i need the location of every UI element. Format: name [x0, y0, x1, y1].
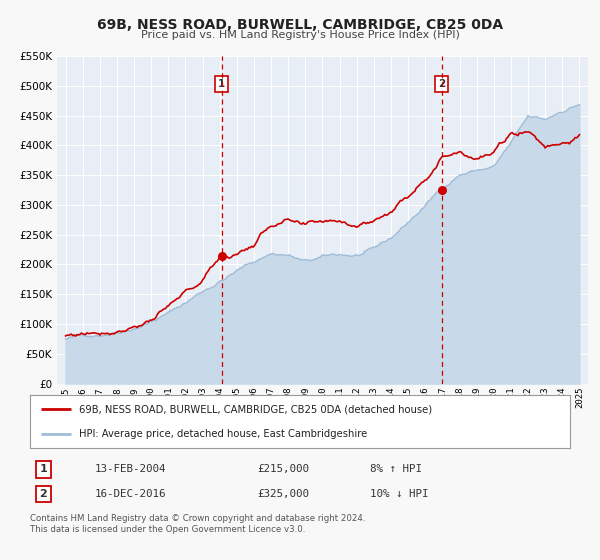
Text: 2: 2	[438, 79, 445, 89]
Text: Contains HM Land Registry data © Crown copyright and database right 2024.: Contains HM Land Registry data © Crown c…	[30, 514, 365, 523]
Text: This data is licensed under the Open Government Licence v3.0.: This data is licensed under the Open Gov…	[30, 525, 305, 534]
Text: 10% ↓ HPI: 10% ↓ HPI	[370, 489, 428, 499]
Text: 1: 1	[218, 79, 226, 89]
Text: 16-DEC-2016: 16-DEC-2016	[95, 489, 166, 499]
Text: HPI: Average price, detached house, East Cambridgeshire: HPI: Average price, detached house, East…	[79, 428, 367, 438]
Text: 69B, NESS ROAD, BURWELL, CAMBRIDGE, CB25 0DA: 69B, NESS ROAD, BURWELL, CAMBRIDGE, CB25…	[97, 18, 503, 32]
Text: £215,000: £215,000	[257, 464, 309, 474]
Text: 8% ↑ HPI: 8% ↑ HPI	[370, 464, 422, 474]
Text: 2: 2	[40, 489, 47, 499]
Text: 1: 1	[40, 464, 47, 474]
Text: Price paid vs. HM Land Registry's House Price Index (HPI): Price paid vs. HM Land Registry's House …	[140, 30, 460, 40]
Text: £325,000: £325,000	[257, 489, 309, 499]
Text: 13-FEB-2004: 13-FEB-2004	[95, 464, 166, 474]
Text: 69B, NESS ROAD, BURWELL, CAMBRIDGE, CB25 0DA (detached house): 69B, NESS ROAD, BURWELL, CAMBRIDGE, CB25…	[79, 404, 432, 414]
